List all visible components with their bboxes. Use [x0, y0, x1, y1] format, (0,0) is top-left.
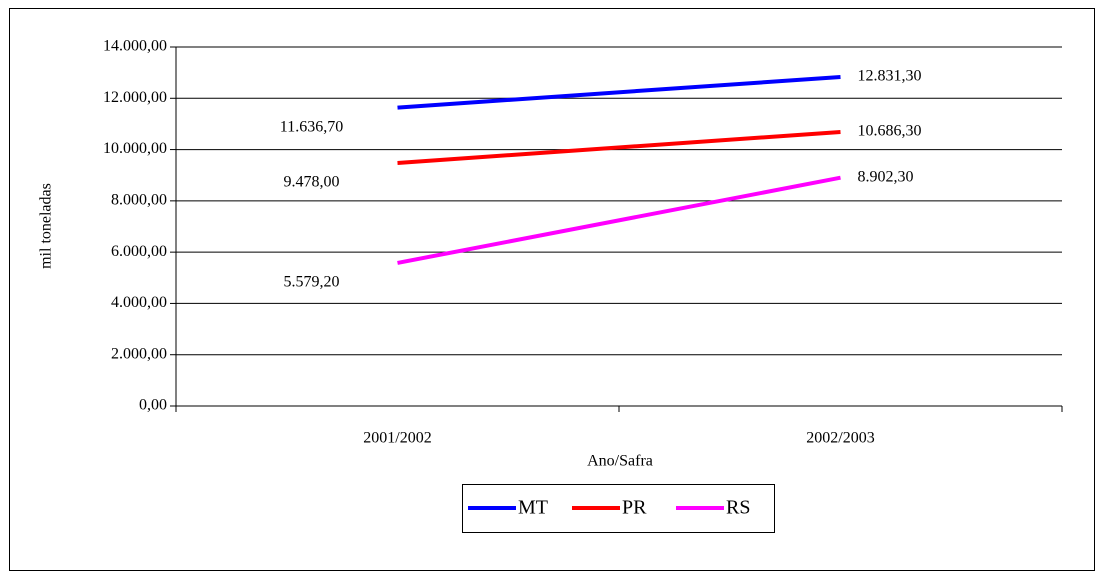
data-label: 8.902,30 — [858, 168, 914, 185]
legend-label: PR — [622, 497, 647, 519]
data-label: 9.478,00 — [284, 174, 340, 191]
data-label: 12.831,30 — [858, 68, 922, 85]
series-line — [397, 129, 841, 165]
data-label: 10.686,30 — [858, 123, 922, 140]
y-tick-label: 10.000,00 — [103, 140, 167, 157]
series-line — [397, 175, 841, 265]
legend-label: RS — [726, 497, 750, 519]
x-tick-label: 2001/2002 — [363, 430, 431, 447]
y-tick-label: 14.000,00 — [103, 38, 167, 55]
x-axis-title: Ano/Safra — [587, 453, 653, 470]
data-label: 5.579,20 — [284, 274, 340, 291]
series-line — [397, 74, 841, 110]
y-tick-label: 6.000,00 — [111, 243, 167, 260]
y-tick-label: 12.000,00 — [103, 89, 167, 106]
legend-label: MT — [518, 497, 548, 519]
data-label: 11.636,70 — [280, 118, 343, 135]
y-tick-label: 0,00 — [139, 397, 167, 414]
y-axis-title: mil toneladas — [38, 183, 55, 269]
chart-border — [9, 8, 1095, 571]
y-tick-label: 8.000,00 — [111, 192, 167, 209]
y-tick-label: 2.000,00 — [111, 345, 167, 362]
x-tick-label: 2002/2003 — [806, 430, 874, 447]
y-tick-label: 4.000,00 — [111, 294, 167, 311]
